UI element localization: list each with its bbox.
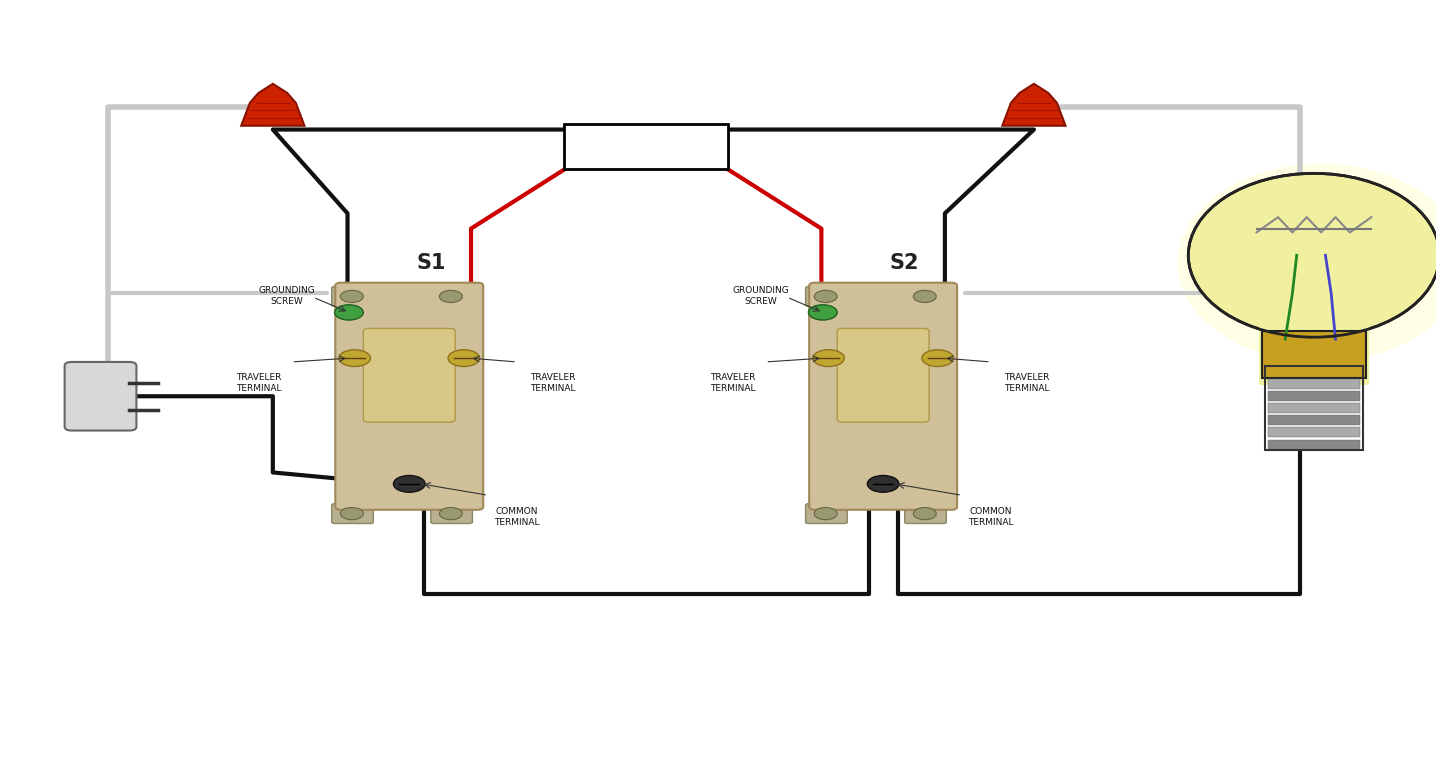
FancyBboxPatch shape bbox=[65, 362, 136, 431]
Circle shape bbox=[393, 475, 425, 492]
Circle shape bbox=[814, 507, 837, 520]
Text: TRAVELER
TERMINAL: TRAVELER TERMINAL bbox=[530, 373, 576, 393]
Ellipse shape bbox=[1189, 174, 1436, 338]
FancyBboxPatch shape bbox=[806, 287, 847, 306]
Circle shape bbox=[339, 350, 370, 367]
Text: S2: S2 bbox=[890, 253, 919, 273]
FancyBboxPatch shape bbox=[1259, 293, 1369, 385]
FancyBboxPatch shape bbox=[332, 287, 373, 306]
Circle shape bbox=[448, 350, 480, 367]
Polygon shape bbox=[241, 84, 304, 126]
Circle shape bbox=[439, 290, 462, 303]
Circle shape bbox=[808, 305, 837, 320]
FancyBboxPatch shape bbox=[363, 328, 455, 422]
FancyBboxPatch shape bbox=[335, 283, 482, 510]
FancyBboxPatch shape bbox=[1268, 379, 1360, 389]
FancyBboxPatch shape bbox=[1262, 331, 1366, 378]
Text: GROUNDING
SCREW: GROUNDING SCREW bbox=[258, 286, 316, 306]
Text: GROUNDING
SCREW: GROUNDING SCREW bbox=[732, 286, 790, 306]
Polygon shape bbox=[1002, 84, 1066, 126]
Text: S1: S1 bbox=[416, 253, 445, 273]
Circle shape bbox=[913, 290, 936, 303]
FancyBboxPatch shape bbox=[905, 287, 946, 306]
Ellipse shape bbox=[1178, 164, 1436, 362]
Circle shape bbox=[340, 290, 363, 303]
Text: TRAVELER
TERMINAL: TRAVELER TERMINAL bbox=[709, 373, 755, 393]
Text: TRAVELER
TERMINAL: TRAVELER TERMINAL bbox=[1004, 373, 1050, 393]
FancyBboxPatch shape bbox=[1268, 391, 1360, 401]
Circle shape bbox=[867, 475, 899, 492]
FancyBboxPatch shape bbox=[1268, 440, 1360, 450]
Circle shape bbox=[814, 290, 837, 303]
FancyBboxPatch shape bbox=[332, 504, 373, 523]
Circle shape bbox=[335, 305, 363, 320]
Circle shape bbox=[439, 507, 462, 520]
Circle shape bbox=[340, 507, 363, 520]
FancyBboxPatch shape bbox=[564, 124, 728, 169]
FancyBboxPatch shape bbox=[905, 504, 946, 523]
FancyBboxPatch shape bbox=[837, 328, 929, 422]
FancyBboxPatch shape bbox=[806, 504, 847, 523]
FancyBboxPatch shape bbox=[431, 287, 472, 306]
Circle shape bbox=[913, 507, 936, 520]
FancyBboxPatch shape bbox=[431, 504, 472, 523]
Text: TRAVELER
TERMINAL: TRAVELER TERMINAL bbox=[236, 373, 281, 393]
Circle shape bbox=[922, 350, 954, 367]
Circle shape bbox=[813, 350, 844, 367]
Text: COMMON
TERMINAL: COMMON TERMINAL bbox=[494, 507, 540, 527]
FancyBboxPatch shape bbox=[1268, 427, 1360, 437]
FancyBboxPatch shape bbox=[810, 283, 956, 510]
Text: COMMON
TERMINAL: COMMON TERMINAL bbox=[968, 507, 1014, 527]
FancyBboxPatch shape bbox=[1268, 403, 1360, 413]
FancyBboxPatch shape bbox=[1268, 415, 1360, 425]
